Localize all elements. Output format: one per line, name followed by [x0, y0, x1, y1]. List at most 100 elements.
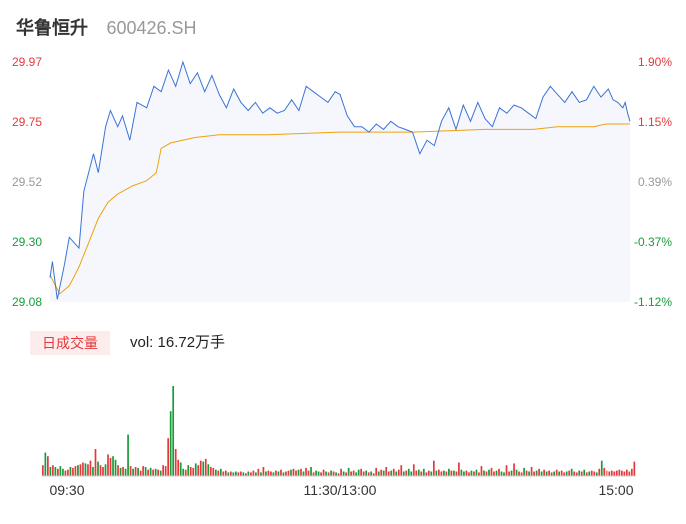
volume-bar [129, 466, 132, 476]
volume-bar [580, 471, 583, 476]
volume-bar [560, 470, 563, 476]
volume-bar [94, 449, 97, 476]
volume-bar [182, 468, 185, 476]
volume-bar [300, 468, 302, 476]
volume-bar [460, 469, 463, 476]
volume-bar [187, 465, 190, 476]
volume-bar [337, 473, 340, 476]
volume-bar [588, 471, 591, 476]
volume-bar [352, 470, 355, 476]
volume-bar [97, 461, 99, 476]
x-tick-label: 09:30 [49, 482, 84, 498]
volume-bar [382, 470, 385, 476]
volume-bar [498, 468, 500, 476]
volume-bar [603, 467, 606, 476]
volume-bar [565, 471, 568, 476]
volume-bar [342, 471, 345, 476]
stock-code: 600426.SH [106, 18, 197, 38]
volume-bar [443, 470, 445, 476]
volume-bar [357, 469, 360, 476]
volume-bar [625, 469, 628, 476]
volume-bar [112, 456, 114, 476]
volume-bar [114, 459, 117, 476]
volume-tab[interactable]: 日成交量 [30, 331, 110, 355]
volume-bar [347, 467, 350, 476]
volume-bar [538, 468, 540, 476]
volume-bar [600, 460, 603, 476]
volume-bar [510, 470, 513, 476]
volume-bar [620, 470, 623, 476]
volume-bar [367, 472, 370, 476]
price-line [49, 60, 631, 300]
volume-bar [49, 467, 52, 476]
volume-bar [345, 472, 347, 476]
volume-bar [162, 465, 165, 476]
volume-bar [405, 470, 408, 476]
y-right-tick-label: -0.37% [634, 235, 672, 249]
volume-bar [490, 467, 493, 476]
volume-bar [99, 465, 102, 476]
y-axis-right-labels: 1.90% 1.15% 0.39% -0.37% -1.12% [634, 55, 672, 309]
volume-bar [282, 472, 285, 476]
volume-bar [79, 464, 82, 476]
volume-bar [483, 470, 485, 476]
volume-bar [292, 468, 295, 476]
volume-bar [287, 470, 290, 476]
volume-bar [260, 472, 262, 476]
volume-bar [365, 470, 368, 476]
volume-bar [535, 470, 538, 476]
volume-bar [523, 467, 525, 476]
volume-bar [440, 471, 443, 476]
volume-bar [62, 468, 64, 476]
stock-header: 华鲁恒升 600426.SH [16, 14, 197, 38]
y-axis-left-labels: 29.97 29.75 29.52 29.30 29.08 [12, 55, 42, 309]
volume-bar [518, 471, 520, 476]
volume-bar [590, 470, 593, 476]
y-tick-label: 29.08 [12, 295, 42, 309]
volume-bar [69, 467, 72, 476]
volume-bar [104, 464, 107, 476]
volume-bar [563, 472, 566, 476]
volume-bar [438, 469, 440, 476]
volume-bar [473, 471, 475, 476]
volume-bar [463, 471, 465, 476]
volume-bar [305, 467, 307, 476]
volume-bar [327, 472, 330, 476]
volume-bar [207, 464, 210, 476]
volume-bar [415, 470, 418, 476]
volume-bar [380, 469, 383, 476]
volume-bar [219, 468, 222, 476]
volume-bar [265, 471, 267, 476]
y-tick-label: 29.97 [12, 55, 42, 69]
volume-bar [508, 471, 510, 476]
volume-bar [633, 461, 636, 476]
volume-bar [64, 470, 67, 476]
volume-bar [548, 470, 550, 476]
volume-bar [520, 472, 523, 476]
volume-bar [555, 469, 558, 476]
price-area [50, 62, 630, 302]
volume-bar [322, 469, 325, 476]
volume-bar [525, 470, 528, 476]
volume-bar [177, 459, 180, 476]
volume-bar [425, 472, 428, 476]
volume-bar [578, 470, 581, 476]
volume-bar [154, 468, 157, 476]
volume-bar [400, 465, 403, 476]
volume-bar [189, 467, 192, 476]
volume-bar [515, 469, 518, 476]
volume-bar [119, 467, 122, 476]
volume-bar [72, 467, 74, 476]
volume-bar [270, 471, 272, 476]
volume-bar [272, 472, 275, 476]
volume-bar [74, 466, 77, 476]
y-tick-label: 29.75 [12, 115, 42, 129]
volume-bar [593, 471, 596, 476]
volume-bar [395, 471, 398, 476]
volume-bar [44, 452, 47, 476]
volume-bar [184, 469, 187, 476]
volume-bar [317, 471, 320, 476]
volume-bar [89, 460, 92, 476]
price-area-layer [50, 62, 630, 302]
volume-bar [335, 472, 337, 476]
